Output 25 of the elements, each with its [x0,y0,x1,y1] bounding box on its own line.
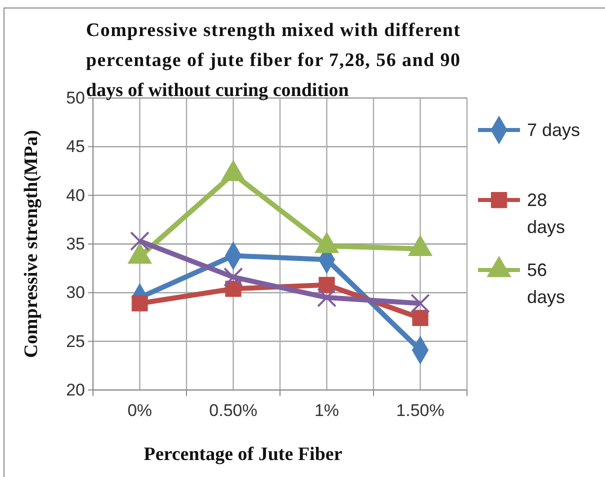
point [221,160,246,181]
point [224,267,243,287]
y-tick-label: 40 [66,186,85,205]
legend-label: 28 days [527,190,566,237]
y-tick-label: 45 [66,137,85,156]
point [317,288,336,308]
y-tick-label: 30 [66,283,85,302]
legend-label: 56 days [527,260,566,307]
legend-label: 7 days [527,120,580,140]
x-tick-label: 0% [127,401,152,420]
point [130,231,150,251]
x-axis-title: Percentage of Jute Fiber [144,444,343,465]
x-tick-label: 1.50% [396,401,444,420]
y-tick-label: 35 [66,234,85,254]
y-axis-title: Compressive strength(MPa) [21,130,42,358]
point [318,276,335,293]
x-tick-label: 1% [314,401,340,420]
chart-title: Compressive strength mixed with different percentage of jute fiber for 7,28, 56 and 90 days of without curing condition [86,20,461,101]
point [410,294,430,314]
x-tick-label: 0.50% [209,401,258,420]
point [132,295,148,312]
y-tick-label: 20 [66,380,85,400]
y-tick-label: 25 [66,332,85,351]
point [412,310,428,326]
y-tick-label: 50 [66,88,85,108]
